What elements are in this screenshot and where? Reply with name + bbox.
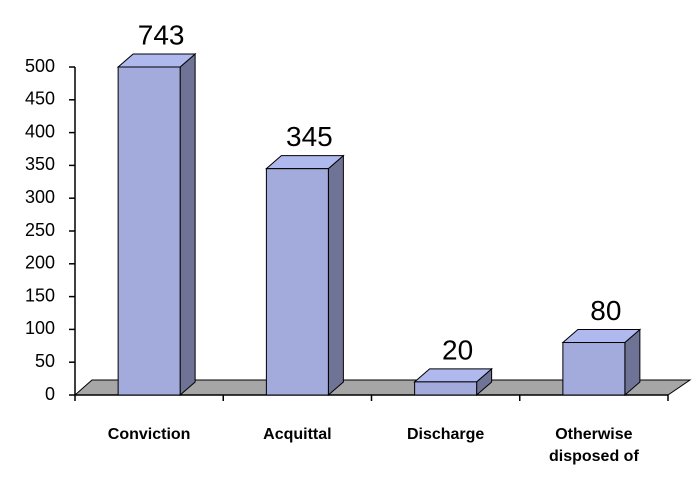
x-tick-label: Conviction: [107, 426, 191, 443]
value-label: 80: [590, 295, 621, 326]
bar-front: [265, 168, 329, 396]
bar-front: [414, 381, 478, 396]
bar-side: [179, 52, 196, 397]
bar: [265, 154, 345, 397]
y-tick-label: 100: [25, 318, 55, 338]
value-label: 743: [138, 19, 185, 50]
x-tick-label: Acquittal: [263, 426, 332, 443]
bar-side: [327, 154, 344, 397]
y-tick-label: 150: [25, 285, 55, 305]
y-tick-label: 450: [25, 89, 55, 109]
y-tick-label: 50: [35, 351, 55, 371]
bar: [413, 367, 493, 397]
bar: [116, 52, 197, 397]
y-tick-label: 500: [25, 56, 55, 76]
value-label: 20: [442, 334, 473, 365]
y-tick-label: 300: [25, 187, 55, 207]
x-tick-label: Discharge: [406, 426, 485, 443]
y-tick-label: 200: [25, 253, 55, 273]
bar-front: [117, 66, 181, 396]
x-tick-label: Otherwise disposed of: [548, 426, 639, 465]
y-tick-label: 350: [25, 154, 55, 174]
y-tick-label: 400: [25, 121, 55, 141]
value-label: 345: [286, 121, 333, 152]
bar: [561, 328, 642, 397]
bar-front: [562, 342, 626, 396]
y-tick-label: 0: [45, 384, 55, 404]
y-tick-label: 250: [25, 220, 55, 240]
